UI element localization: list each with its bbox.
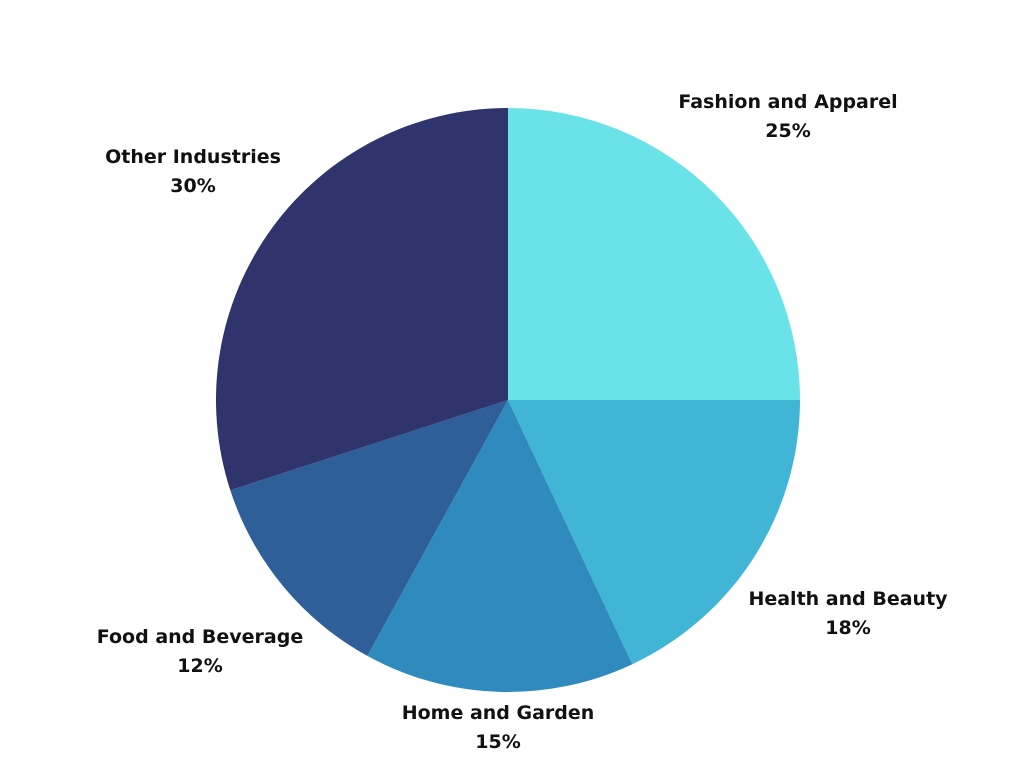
pie-slice-home-and-garden [367,400,633,692]
label-name: Health and Beauty [748,588,948,610]
label-percent: 12% [177,655,223,677]
label-percent: 25% [765,120,811,142]
pie-slice-food-and-beverage [230,400,508,656]
label-home-and-garden: Home and Garden 15% [402,699,595,757]
label-health-and-beauty: Health and Beauty 18% [748,585,947,643]
label-other-industries: Other Industries 30% [105,143,281,201]
label-fashion-and-apparel: Fashion and Apparel 25% [678,88,897,146]
label-percent: 15% [475,731,521,753]
label-name: Fashion and Apparel [678,91,898,113]
label-food-and-beverage: Food and Beverage 12% [97,623,303,681]
label-percent: 18% [825,617,871,639]
pie-slice-fashion-and-apparel [508,108,800,400]
label-name: Food and Beverage [96,626,304,648]
pie-slice-other-industries [215,108,508,491]
label-percent: 30% [170,175,216,197]
pie-slice-health-and-beauty [508,400,800,665]
label-name: Other Industries [105,146,281,168]
label-name: Home and Garden [401,702,595,724]
